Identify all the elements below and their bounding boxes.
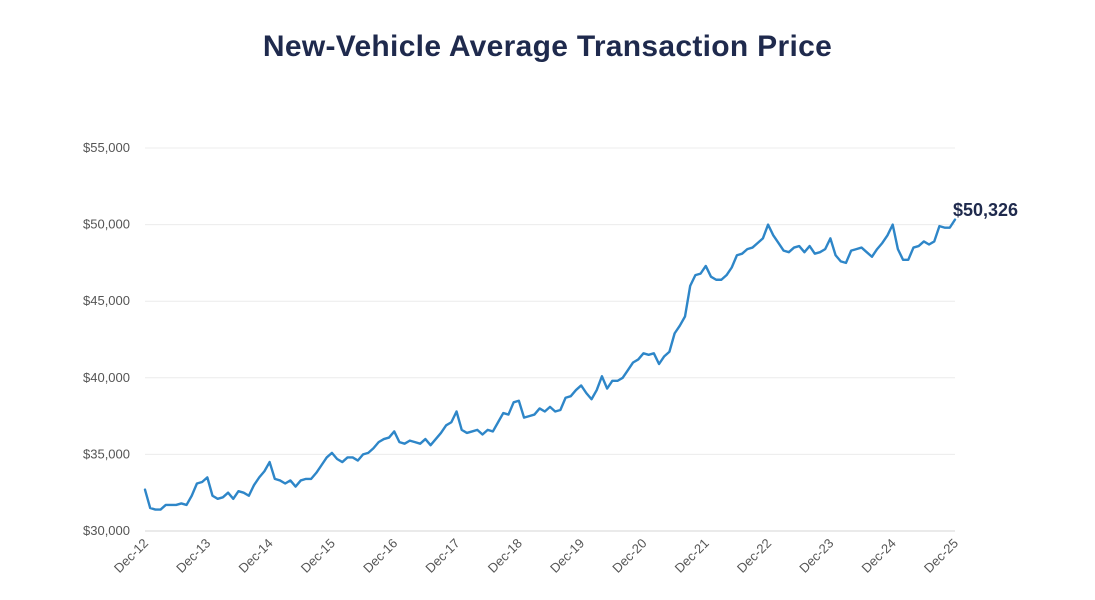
x-tick-label: Dec-22: [734, 536, 774, 576]
y-tick-label: $45,000: [83, 293, 130, 308]
x-tick-label: Dec-24: [859, 536, 899, 576]
x-tick-label: Dec-17: [422, 536, 462, 576]
chart-title: New-Vehicle Average Transaction Price: [262, 30, 833, 63]
x-tick-label: Dec-21: [672, 536, 712, 576]
series-line: [143, 218, 957, 511]
x-tick-label: Dec-12: [111, 536, 151, 576]
x-tick-label: Dec-13: [173, 536, 213, 576]
x-tick-label: Dec-20: [609, 536, 649, 576]
x-tick-label: Dec-18: [485, 536, 525, 576]
y-tick-label: $35,000: [83, 446, 130, 461]
series-group: [143, 218, 957, 511]
y-tick-label: $55,000: [83, 140, 130, 155]
x-tick-label: Dec-14: [235, 536, 275, 576]
x-tick-label: Dec-15: [298, 536, 338, 576]
x-tick-label: Dec-25: [921, 536, 961, 576]
y-tick-label: $40,000: [83, 370, 130, 385]
end-value-label: $50,326: [953, 200, 1018, 220]
y-tick-label: $50,000: [83, 217, 130, 232]
y-axis-ticks: $30,000 $35,000 $40,000 $45,000 $50,000 $55,0…: [83, 140, 130, 538]
x-axis-ticks: Dec-12 Dec-13 Dec-14 Dec-15 Dec-16 Dec-17 Dec-…: [111, 536, 961, 576]
x-tick-label: Dec-19: [547, 536, 587, 576]
x-tick-label: Dec-23: [796, 536, 836, 576]
y-tick-label: $30,000: [83, 523, 130, 538]
gridlines: [145, 147, 955, 532]
x-tick-label: Dec-16: [360, 536, 400, 576]
